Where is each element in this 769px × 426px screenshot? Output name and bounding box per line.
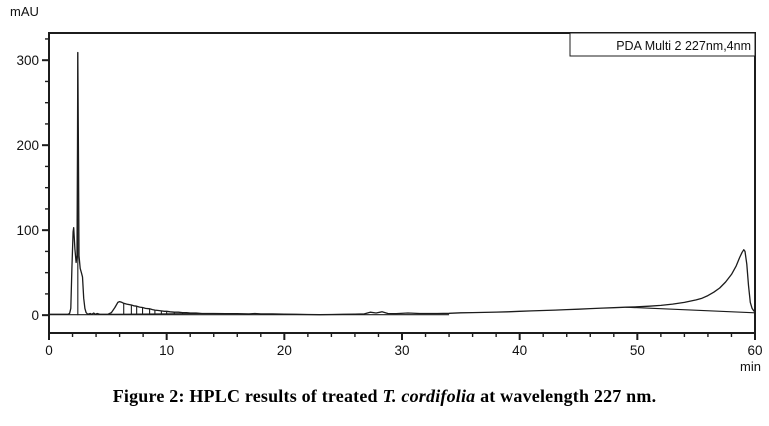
caption-prefix: Figure 2: HPLC results of treated	[112, 386, 383, 406]
figure-caption: Figure 2: HPLC results of treated T. cor…	[0, 386, 769, 407]
legend-box	[569, 32, 756, 57]
y-tick-label: 200	[16, 138, 39, 153]
x-tick-label: 30	[394, 343, 409, 358]
x-tick-label: 10	[159, 343, 174, 358]
x-tick-label: 50	[630, 343, 645, 358]
y-tick-label: 300	[16, 53, 39, 68]
plot-frame	[48, 32, 756, 334]
integration-baseline	[625, 306, 756, 314]
x-tick-label: 20	[277, 343, 292, 358]
y-tick-label: 100	[16, 223, 39, 238]
y-tick-label: 0	[31, 308, 39, 323]
caption-species-italic: T. cordifolia	[382, 386, 476, 406]
chromatogram-trace	[49, 51, 756, 316]
legend-label: PDA Multi 2 227nm,4nm	[616, 39, 751, 53]
x-tick-label: 40	[512, 343, 527, 358]
x-tick-label: 0	[45, 343, 53, 358]
x-tick-label: 60	[747, 343, 762, 358]
caption-suffix: at wavelength 227 nm.	[475, 386, 657, 406]
x-axis-unit-label: min	[740, 359, 761, 374]
y-axis-unit-label: mAU	[10, 4, 39, 19]
